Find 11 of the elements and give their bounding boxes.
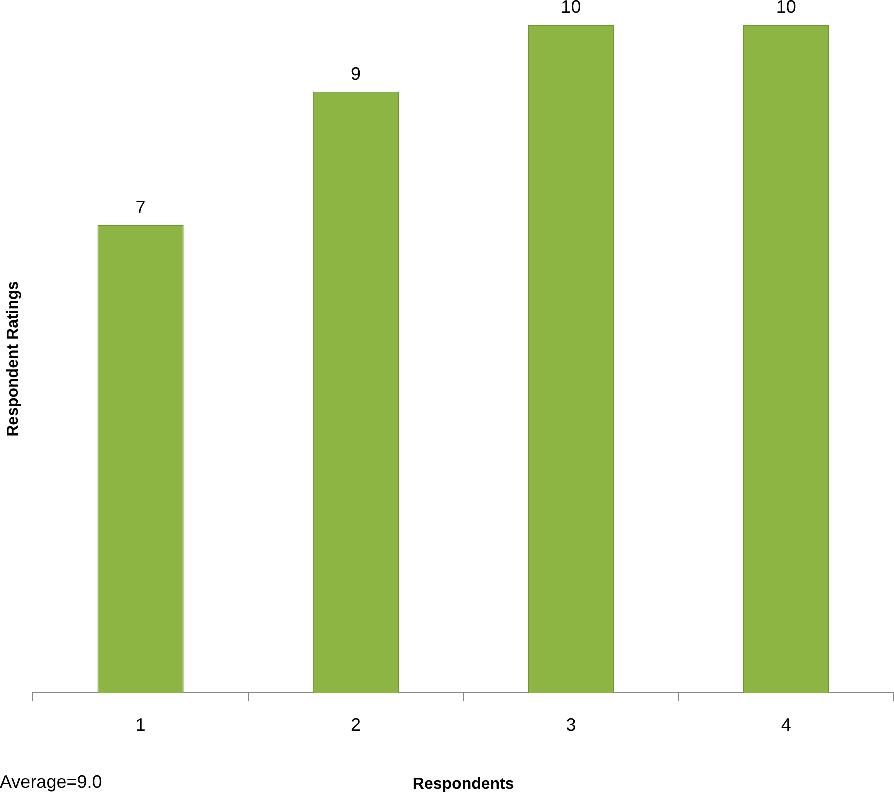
data-label: 9	[350, 64, 362, 84]
data-label: 7	[136, 197, 146, 218]
x-tick-label: 4	[781, 714, 792, 735]
text: Average=9.0	[0, 772, 102, 792]
x-tick-label: 3	[566, 714, 576, 735]
y-axis-title: Respondent Ratings	[5, 281, 22, 437]
x-axis-title: Respondents	[412, 776, 514, 793]
data-label: 10	[561, 0, 582, 17]
x-tick-label: 2	[350, 714, 362, 735]
data-label: 10	[776, 0, 796, 17]
x-tick-label: 1	[136, 714, 146, 735]
